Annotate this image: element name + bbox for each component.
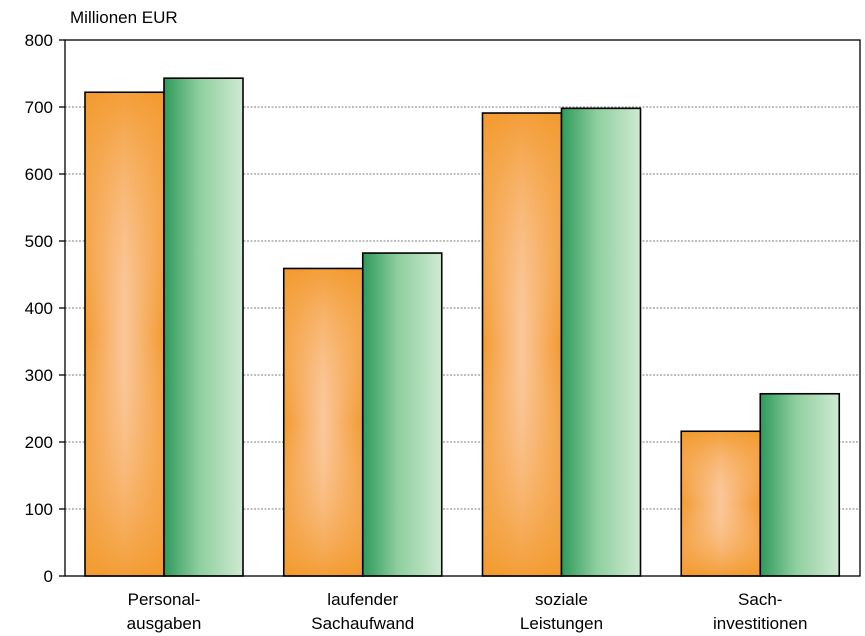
y-axis-unit-label: Millionen EUR xyxy=(70,8,178,27)
x-category-label: investitionen xyxy=(713,614,808,633)
x-category-label: ausgaben xyxy=(127,614,202,633)
y-tick-label: 100 xyxy=(25,500,53,519)
x-category-label: laufender xyxy=(327,590,398,609)
bar-series2-category3 xyxy=(560,107,642,577)
bar-shading-category1 xyxy=(86,93,163,575)
bar-series2-category4 xyxy=(759,392,841,577)
y-tick-label: 500 xyxy=(25,232,53,251)
y-tick-label: 800 xyxy=(25,31,53,50)
bar-shading-category3 xyxy=(483,114,561,575)
x-category-label: soziale xyxy=(535,590,588,609)
plot-frame xyxy=(64,39,861,577)
y-tick-label: 700 xyxy=(25,98,53,117)
x-category-label: Sach- xyxy=(738,590,782,609)
bar-series2-category2 xyxy=(361,252,443,577)
y-tick-label: 300 xyxy=(25,366,53,385)
y-tick-label: 200 xyxy=(25,433,53,452)
y-tick-label: 0 xyxy=(44,567,53,586)
y-tick-label: 400 xyxy=(25,299,53,318)
axes xyxy=(59,39,861,577)
bar-series2-category1 xyxy=(163,77,244,577)
bars xyxy=(84,77,841,577)
x-category-labels: Personal-ausgaben laufender Sachaufwand soz… xyxy=(127,590,808,633)
x-category-label: Sachaufwand xyxy=(311,614,414,633)
y-tick-labels: 0 100 200 300 400 500 600 700 800 xyxy=(25,31,53,586)
x-category-label: Personal- xyxy=(128,590,201,609)
bar-shading-category2 xyxy=(284,269,362,575)
x-category-label: Leistungen xyxy=(520,614,603,633)
y-tick-label: 600 xyxy=(25,165,53,184)
bar-shading-category4 xyxy=(682,432,760,575)
